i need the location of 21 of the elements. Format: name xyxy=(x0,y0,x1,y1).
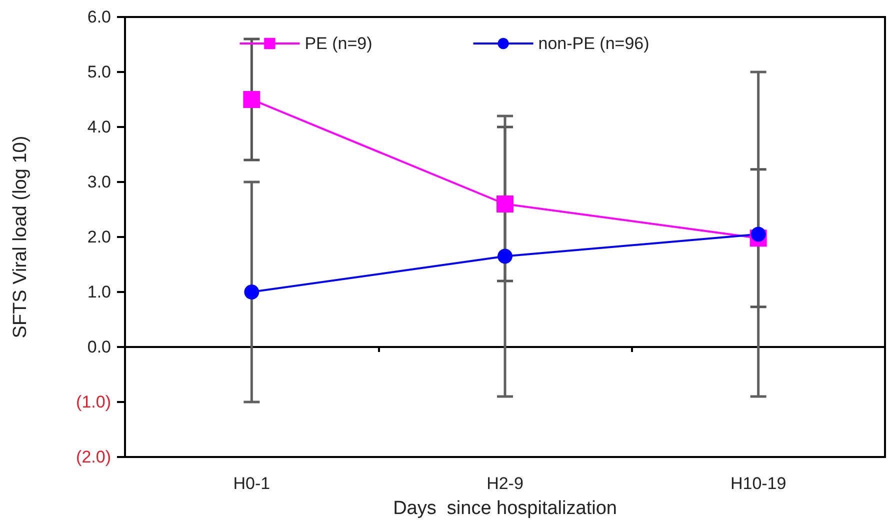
y-tick-label: 5.0 xyxy=(87,62,111,82)
point xyxy=(244,284,260,300)
x-tick-label: H2-9 xyxy=(486,474,524,493)
y-axis-title: SFTS Viral load (log 10) xyxy=(10,136,31,338)
y-tick-label: (2.0) xyxy=(76,448,111,466)
x-tick-label: H10-19 xyxy=(730,474,786,493)
x-axis-title: Days since hospitalization xyxy=(393,498,617,519)
y-tick-label: 4.0 xyxy=(87,118,111,136)
point xyxy=(750,226,766,242)
y-tick-label: (1.0) xyxy=(76,392,111,412)
x-tick-label: H0-1 xyxy=(233,474,270,493)
y-tick-label: 2.0 xyxy=(87,228,111,246)
y-tick-label: 1.0 xyxy=(87,282,111,302)
point xyxy=(498,248,512,264)
y-tick-label: 3.0 xyxy=(87,172,111,192)
legend-label: non-PE (n=96) xyxy=(538,34,650,53)
point xyxy=(496,196,514,212)
legend-label: PE (n=9) xyxy=(304,34,372,53)
y-tick-label: 6.0 xyxy=(87,8,111,26)
y-tick-label: 0.0 xyxy=(87,338,111,356)
point xyxy=(243,91,260,108)
